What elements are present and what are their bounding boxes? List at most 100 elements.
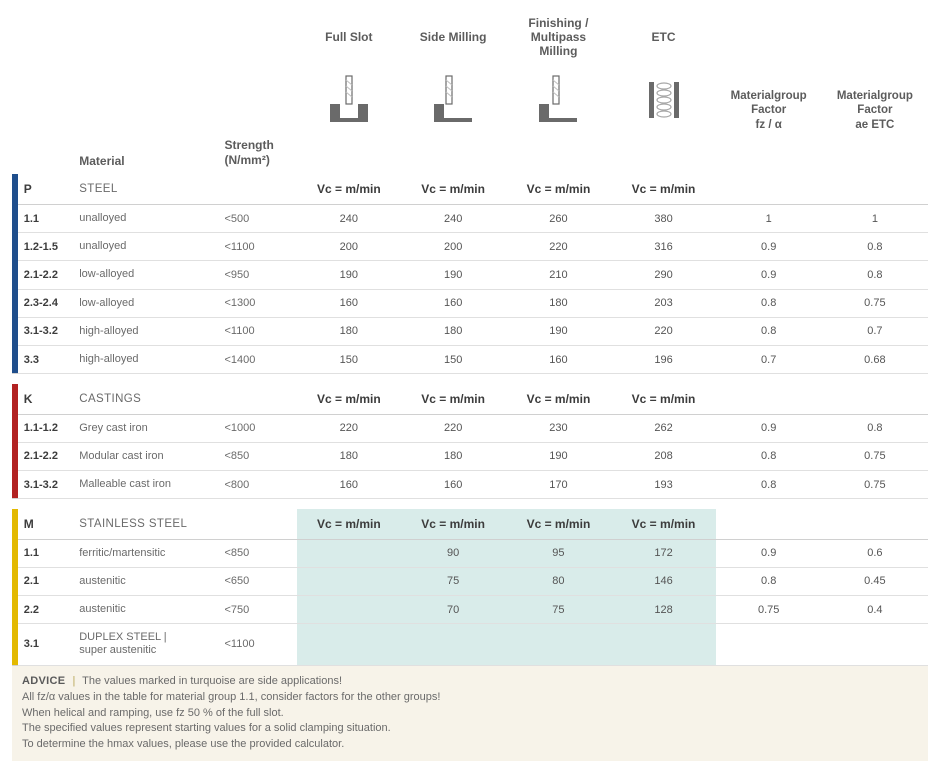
table-row: 1.2-1.5unalloyed<11002002002203160.90.8: [12, 233, 928, 261]
row-material: DUPLEX STEEL | super austenitic: [73, 624, 218, 665]
group-header-row: MSTAINLESS STEELVc = m/minVc = m/minVc =…: [12, 509, 928, 540]
group-name: STAINLESS STEEL: [73, 509, 218, 540]
table-row: 2.1austenitic<65075801460.80.45: [12, 567, 928, 595]
hdr-side-milling: Side Milling: [401, 12, 506, 60]
vc-label: Vc = m/min: [611, 384, 715, 415]
advice-line-2: When helical and ramping, use fz 50 % of…: [22, 707, 284, 719]
vc-label: Vc = m/min: [505, 509, 611, 540]
row-strength: <1300: [218, 289, 296, 317]
row-strength: <500: [218, 205, 296, 233]
table-row: 2.3-2.4low-alloyed<13001601601802030.80.…: [12, 289, 928, 317]
vc-label: Vc = m/min: [297, 384, 401, 415]
row-factor: 0.75: [822, 471, 928, 499]
row-material: high-alloyed: [73, 317, 218, 345]
advice-title: ADVICE: [22, 675, 65, 687]
row-strength: <750: [218, 596, 296, 624]
row-material: Grey cast iron: [73, 414, 218, 442]
table-row: 2.2austenitic<75070751280.750.4: [12, 596, 928, 624]
row-factor: [822, 624, 928, 665]
advice-line-4: To determine the hmax values, please use…: [22, 738, 344, 750]
row-strength: <1100: [218, 624, 296, 665]
row-value: 190: [505, 317, 611, 345]
row-factor: 0.8: [822, 233, 928, 261]
row-factor: 0.8: [716, 317, 822, 345]
row-factor: 0.6: [822, 539, 928, 567]
row-value: 208: [611, 442, 715, 470]
row-factor: 0.9: [716, 233, 822, 261]
row-value: 150: [297, 345, 401, 373]
vc-label: Vc = m/min: [505, 174, 611, 205]
row-value: 75: [505, 596, 611, 624]
row-value: 160: [401, 471, 506, 499]
side-milling-icon: [401, 60, 506, 138]
row-factor: 0.8: [716, 442, 822, 470]
row-material: Modular cast iron: [73, 442, 218, 470]
row-value: 240: [401, 205, 506, 233]
row-factor: [716, 624, 822, 665]
row-value: 290: [611, 261, 715, 289]
vc-label: Vc = m/min: [401, 384, 506, 415]
row-value: 200: [297, 233, 401, 261]
row-value: 230: [505, 414, 611, 442]
cutting-data-table: Full Slot Side Milling Finishing / Multi…: [12, 12, 928, 666]
row-value: 128: [611, 596, 715, 624]
finishing-icon: [505, 60, 611, 138]
vc-label: Vc = m/min: [297, 174, 401, 205]
group-name: CASTINGS: [73, 384, 218, 415]
row-value: 90: [401, 539, 506, 567]
row-value: 150: [401, 345, 506, 373]
row-value: 172: [611, 539, 715, 567]
row-strength: <800: [218, 471, 296, 499]
row-value: 160: [297, 289, 401, 317]
row-value: 220: [401, 414, 506, 442]
row-factor: 0.9: [716, 261, 822, 289]
row-factor: 0.45: [822, 567, 928, 595]
vc-label: Vc = m/min: [611, 509, 715, 540]
header-row-ops: Full Slot Side Milling Finishing / Multi…: [12, 12, 928, 60]
row-material: low-alloyed: [73, 261, 218, 289]
row-value: 380: [611, 205, 715, 233]
hdr-etc: ETC: [611, 12, 715, 60]
row-material: austenitic: [73, 596, 218, 624]
advice-sep: |: [72, 675, 75, 687]
hdr-mg-ae: Materialgroup Factor ae ETC: [822, 60, 928, 138]
row-strength: <850: [218, 442, 296, 470]
vc-label: Vc = m/min: [401, 174, 506, 205]
row-factor: 0.8: [716, 567, 822, 595]
row-value: 240: [297, 205, 401, 233]
row-strength: <950: [218, 261, 296, 289]
table-row: 2.1-2.2low-alloyed<9501901902102900.90.8: [12, 261, 928, 289]
etc-icon: [611, 60, 715, 138]
row-value: [297, 596, 401, 624]
row-strength: <1000: [218, 414, 296, 442]
row-value: 262: [611, 414, 715, 442]
row-value: 190: [297, 261, 401, 289]
row-strength: <850: [218, 539, 296, 567]
row-value: 80: [505, 567, 611, 595]
hdr-finishing: Finishing / Multipass Milling: [505, 12, 611, 60]
row-code: 1.2-1.5: [18, 233, 74, 261]
row-code: 1.1: [18, 205, 74, 233]
row-material: ferritic/martensitic: [73, 539, 218, 567]
row-factor: 0.7: [716, 345, 822, 373]
row-value: 160: [401, 289, 506, 317]
row-value: [401, 624, 506, 665]
material-label: Material: [73, 138, 218, 174]
vc-label: Vc = m/min: [611, 174, 715, 205]
row-value: [297, 624, 401, 665]
hdr-full-slot: Full Slot: [297, 12, 401, 60]
table-row: 3.1-3.2high-alloyed<11001801801902200.80…: [12, 317, 928, 345]
row-code: 3.1-3.2: [18, 471, 74, 499]
row-value: 220: [505, 233, 611, 261]
row-factor: 0.75: [822, 442, 928, 470]
row-strength: <1400: [218, 345, 296, 373]
row-value: 180: [505, 289, 611, 317]
row-value: 196: [611, 345, 715, 373]
table-row: 3.3high-alloyed<14001501501601960.70.68: [12, 345, 928, 373]
row-value: 190: [505, 442, 611, 470]
group-name: STEEL: [73, 174, 218, 205]
vc-label: Vc = m/min: [401, 509, 506, 540]
row-factor: 0.8: [822, 261, 928, 289]
row-factor: 0.7: [822, 317, 928, 345]
row-factor: 1: [716, 205, 822, 233]
